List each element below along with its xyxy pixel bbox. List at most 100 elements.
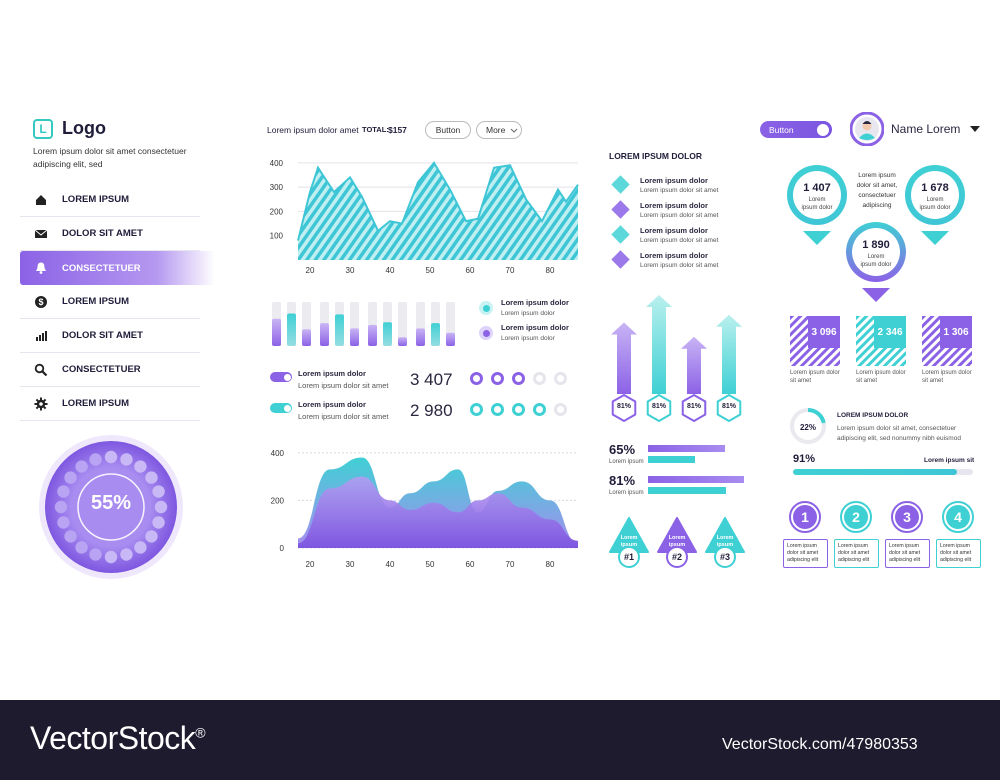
area-series-2	[298, 476, 578, 548]
row-toggle[interactable]	[270, 372, 292, 382]
pin-description: Lorem ipsum dolor sit amet, consectetuer…	[856, 172, 898, 209]
arrow-label: 81%	[651, 403, 666, 410]
donut-title: LOREM IPSUM DOLOR	[837, 412, 909, 419]
square-text: Lorem ipsum dolor sit amet	[856, 370, 906, 384]
caret-down-icon[interactable]	[970, 126, 980, 133]
x-tick-label: 80	[546, 560, 555, 569]
watermark-brand: VectorStock®	[30, 720, 206, 756]
step-badge: 4	[942, 501, 974, 533]
square-value: 1 306	[943, 327, 969, 338]
dial-dot	[57, 516, 70, 529]
arrow-bar	[611, 322, 637, 394]
pin-value: 1 678	[921, 182, 949, 194]
hbar-sub: Lorem ipsum	[609, 490, 644, 496]
dial-dot	[89, 548, 102, 561]
legend-title: Lorem ipsum dolor	[501, 323, 569, 332]
sidebar-item-label: DOLOR SIT AMET	[62, 228, 143, 239]
x-tick-label: 20	[306, 266, 315, 275]
rating-ring	[554, 372, 567, 385]
x-tick-label: 50	[426, 266, 435, 275]
pin-ring	[846, 222, 906, 282]
sidebar-item-5[interactable]: DOLOR SIT AMET	[20, 319, 200, 353]
sidebar-item-1[interactable]: LOREM IPSUM	[20, 183, 200, 217]
diamond-icon	[611, 200, 630, 219]
x-tick-label: 40	[386, 266, 395, 275]
sidebar-item-6[interactable]: CONSECTETUER	[20, 353, 200, 387]
y-tick-label: 200	[270, 207, 284, 216]
bar	[383, 322, 392, 346]
sidebar-item-2[interactable]: DOLOR SIT AMET	[20, 217, 200, 251]
dial-dot	[89, 453, 102, 466]
dial-dot	[64, 530, 77, 543]
y-tick-label: 200	[271, 496, 285, 505]
sidebar-item-label: DOLOR SIT AMET	[62, 330, 143, 341]
sidebar-item-label: LOREM IPSUM	[62, 296, 130, 307]
list-item-sub: Lorem ipsum dolor sit amet	[640, 212, 719, 219]
donut-text: Lorem ipsum dolor sit amet, consectetuer…	[837, 425, 961, 442]
x-tick-label: 60	[466, 560, 475, 569]
hbar-b	[648, 487, 726, 494]
step-text: Lorem ipsum dolor sit amet adipiscing el…	[783, 539, 828, 568]
y-tick-label: 400	[271, 449, 285, 458]
square-text: Lorem ipsum dolor sit amet	[790, 370, 840, 384]
triangle-tag: #3	[714, 546, 736, 568]
row-sub: Lorem ipsum dolor sit amet	[298, 381, 389, 390]
row-toggle[interactable]	[270, 403, 292, 413]
list-item-sub: Lorem ipsum dolor sit amet	[640, 237, 719, 244]
progress-line-track	[793, 469, 973, 475]
diamond-icon	[611, 225, 630, 244]
donut-chart	[790, 408, 826, 444]
list-item-sub: Lorem ipsum dolor sit amet	[640, 187, 719, 194]
hexagon-badge	[611, 393, 637, 422]
stat-square	[790, 316, 840, 366]
hbar-pct: 81%	[609, 473, 636, 488]
hexagon-badge	[716, 393, 742, 422]
bell-icon	[20, 261, 62, 275]
bar	[302, 329, 311, 346]
header-toggle[interactable]: Button	[760, 121, 832, 138]
stat-square	[856, 316, 906, 366]
pin-ring	[787, 165, 847, 225]
svg-text:$: $	[38, 297, 43, 307]
pin-value: 1 890	[862, 239, 890, 251]
sidebar-item-label: LOREM IPSUM	[62, 398, 130, 409]
square-value: 2 346	[877, 327, 903, 338]
bar	[320, 323, 329, 346]
hbar-a	[648, 445, 725, 452]
x-tick-label: 30	[346, 266, 355, 275]
dial-dot	[154, 500, 168, 514]
x-tick-label: 70	[506, 266, 515, 275]
sidebar-item-3[interactable]: CONSECTETUER	[20, 251, 215, 285]
list-item-title: Lorem ipsum dolor	[640, 251, 708, 260]
more-dropdown[interactable]: More	[476, 121, 522, 139]
bar	[398, 337, 407, 346]
x-tick-label: 70	[506, 560, 515, 569]
pin-pointer	[921, 231, 949, 245]
dial-dot	[145, 471, 158, 484]
triangle-tag: #2	[666, 546, 688, 568]
pin-sub: Lorem ipsum dolor	[860, 254, 892, 268]
x-tick-label: 40	[386, 560, 395, 569]
arrow-bar	[716, 314, 742, 394]
pin-value: 1 407	[803, 182, 831, 194]
y-tick-label: 300	[270, 183, 284, 192]
list-heading: LOREM IPSUM DOLOR	[609, 151, 703, 161]
rating-ring	[533, 403, 546, 416]
stat-square	[922, 316, 972, 366]
watermark-bar	[0, 700, 1000, 780]
logo-description: Lorem ipsum dolor sit amet consectetuer …	[33, 146, 187, 169]
row-value: 3 407	[410, 370, 453, 389]
y-tick-label: 400	[270, 159, 284, 168]
dial-dot	[134, 541, 147, 554]
dial-dot	[57, 485, 70, 498]
dial-dot	[134, 460, 147, 473]
header-button[interactable]: Button	[425, 121, 471, 139]
search-icon	[20, 363, 62, 377]
square-value: 3 096	[811, 327, 837, 338]
sidebar-item-7[interactable]: LOREM IPSUM	[20, 387, 200, 421]
arrow-bar	[646, 295, 672, 394]
avatar[interactable]	[850, 112, 884, 146]
dial-dot	[54, 500, 68, 514]
sidebar-item-4[interactable]: $ LOREM IPSUM	[20, 285, 200, 319]
total-label: TOTAL:	[362, 125, 389, 134]
